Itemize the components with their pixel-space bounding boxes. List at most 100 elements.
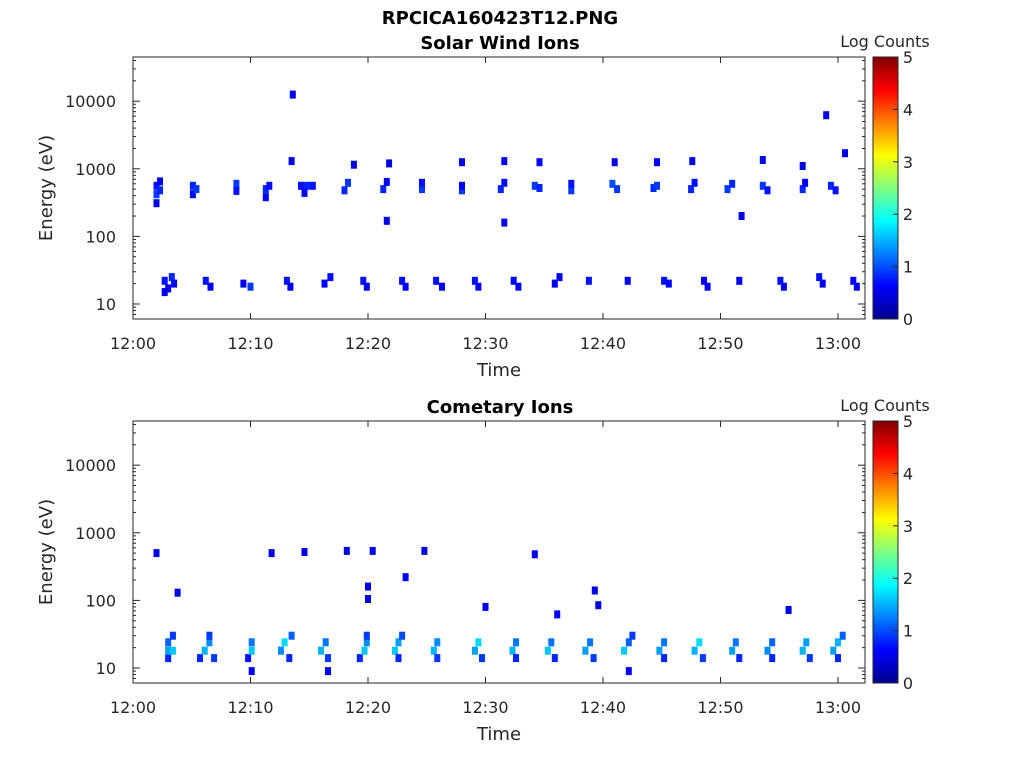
heatmap-cell bbox=[568, 179, 575, 188]
y-axis-label-solar-wind: Energy (eV) bbox=[36, 135, 57, 241]
colorbar-tick-label: 3 bbox=[903, 517, 913, 536]
y-axis-label-cometary: Energy (eV) bbox=[36, 499, 57, 605]
heatmap-cell bbox=[430, 646, 437, 655]
heatmap-cell bbox=[551, 279, 558, 288]
heatmap-cell bbox=[262, 193, 269, 202]
heatmap-cell bbox=[207, 282, 214, 291]
heatmap-cell bbox=[738, 212, 745, 220]
heatmap-cell bbox=[395, 654, 402, 663]
heatmap-cell bbox=[556, 273, 563, 282]
colorbar-tick-label: 1 bbox=[903, 258, 913, 277]
heatmap-cell bbox=[656, 646, 663, 655]
heatmap-cell bbox=[153, 181, 160, 190]
plot-area-cometary bbox=[132, 420, 866, 684]
heatmap-cell bbox=[369, 546, 376, 555]
heatmap-cell bbox=[650, 184, 657, 192]
heatmap-cell bbox=[278, 646, 284, 655]
x-tick-label: 12:50 bbox=[697, 698, 743, 717]
figure-title: RPCICA160423T12.PNG bbox=[382, 8, 618, 29]
heatmap-cell bbox=[343, 546, 350, 555]
heatmap-cell bbox=[799, 162, 806, 170]
heatmap-cell bbox=[268, 549, 275, 558]
heatmap-cell bbox=[365, 582, 371, 591]
heatmap-cell bbox=[590, 654, 597, 663]
heatmap-cell bbox=[830, 646, 837, 655]
y-tick-label: 1000 bbox=[75, 524, 116, 543]
colorbar-ticks-cometary: 0 1 2 3 4 5 bbox=[893, 412, 913, 693]
heatmap-cell bbox=[587, 638, 594, 647]
heatmap-cell bbox=[303, 181, 310, 190]
heatmap-cell bbox=[459, 158, 465, 167]
heatmap-cell bbox=[361, 646, 368, 655]
heatmap-cell bbox=[624, 276, 631, 285]
colorbar-tick-label: 1 bbox=[903, 622, 913, 641]
heatmap-cell bbox=[691, 646, 698, 655]
heatmap-cell bbox=[399, 631, 406, 640]
heatmap-cell bbox=[161, 276, 168, 285]
y-tick-label: 100 bbox=[85, 227, 116, 246]
heatmap-cell bbox=[318, 646, 324, 655]
heatmap-cell bbox=[153, 190, 160, 199]
colorbar-tick-label: 2 bbox=[903, 569, 913, 588]
heatmap-cell bbox=[689, 157, 696, 166]
heatmap-cell bbox=[245, 654, 252, 663]
heatmap-cell bbox=[380, 185, 387, 194]
heatmap-cell bbox=[325, 654, 331, 663]
heatmap-cell bbox=[421, 546, 428, 555]
x-tick-label: 12:40 bbox=[580, 698, 626, 717]
heatmap-cell bbox=[471, 646, 478, 655]
heatmap-cell bbox=[211, 654, 218, 663]
heatmap-cell bbox=[724, 185, 731, 194]
heatmap-cell bbox=[799, 646, 806, 655]
x-tick-label: 12:00 bbox=[110, 334, 156, 353]
x-tick-label: 13:00 bbox=[815, 334, 861, 353]
heatmap-cell bbox=[661, 276, 668, 285]
heatmap-cell bbox=[475, 638, 482, 647]
heatmap-cell bbox=[759, 181, 766, 190]
heatmap-cell bbox=[501, 218, 508, 227]
heatmap-cell bbox=[777, 276, 784, 285]
heatmap-cell bbox=[161, 288, 168, 297]
heatmap-cell bbox=[501, 157, 508, 166]
heatmap-cell bbox=[433, 276, 440, 285]
heatmap-cell bbox=[799, 185, 806, 194]
heatmap-cell bbox=[835, 654, 841, 663]
heatmap-cell bbox=[816, 273, 823, 282]
heatmap-cells-solar-wind bbox=[153, 90, 860, 297]
heatmap-cell bbox=[325, 667, 331, 676]
x-tick-label: 12:50 bbox=[697, 334, 743, 353]
heatmap-cell bbox=[363, 282, 370, 291]
heatmap-cell bbox=[625, 667, 632, 676]
heatmap-cell bbox=[471, 276, 478, 285]
axis-ticks-cometary: 12:00 12:10 12:20 12:30 12:40 12:50 13:00 10 100… bbox=[65, 421, 865, 717]
heatmap-cell bbox=[419, 178, 425, 187]
heatmap-cell bbox=[363, 631, 370, 640]
heatmap-cell bbox=[802, 178, 809, 187]
heatmap-cell bbox=[301, 548, 308, 556]
heatmap-cell bbox=[531, 181, 538, 190]
heatmap-cell bbox=[609, 179, 616, 188]
x-tick-label: 12:20 bbox=[345, 698, 391, 717]
heatmap-cell bbox=[165, 646, 172, 655]
heatmap-cell bbox=[193, 185, 200, 194]
heatmap-cell bbox=[286, 654, 293, 663]
heatmap-cell bbox=[266, 181, 273, 190]
colorbar-tick-label: 5 bbox=[903, 48, 913, 67]
heatmap-cell bbox=[827, 181, 834, 190]
heatmap-cell bbox=[288, 631, 295, 640]
heatmap-cell bbox=[174, 588, 181, 597]
heatmap-cell bbox=[568, 186, 575, 195]
heatmap-cell bbox=[629, 631, 636, 640]
heatmap-cell bbox=[806, 654, 813, 663]
heatmap-cell bbox=[614, 185, 621, 194]
heatmap-cell bbox=[665, 279, 672, 288]
heatmap-cell bbox=[704, 282, 711, 291]
x-tick-label: 12:20 bbox=[345, 334, 391, 353]
heatmap-cell bbox=[654, 181, 660, 190]
x-tick-label: 12:00 bbox=[110, 698, 156, 717]
heatmap-cell bbox=[321, 279, 328, 288]
heatmap-cell bbox=[459, 186, 465, 195]
panel-title-cometary: Cometary Ions bbox=[427, 397, 574, 418]
colorbar-tick-label: 0 bbox=[903, 310, 913, 329]
